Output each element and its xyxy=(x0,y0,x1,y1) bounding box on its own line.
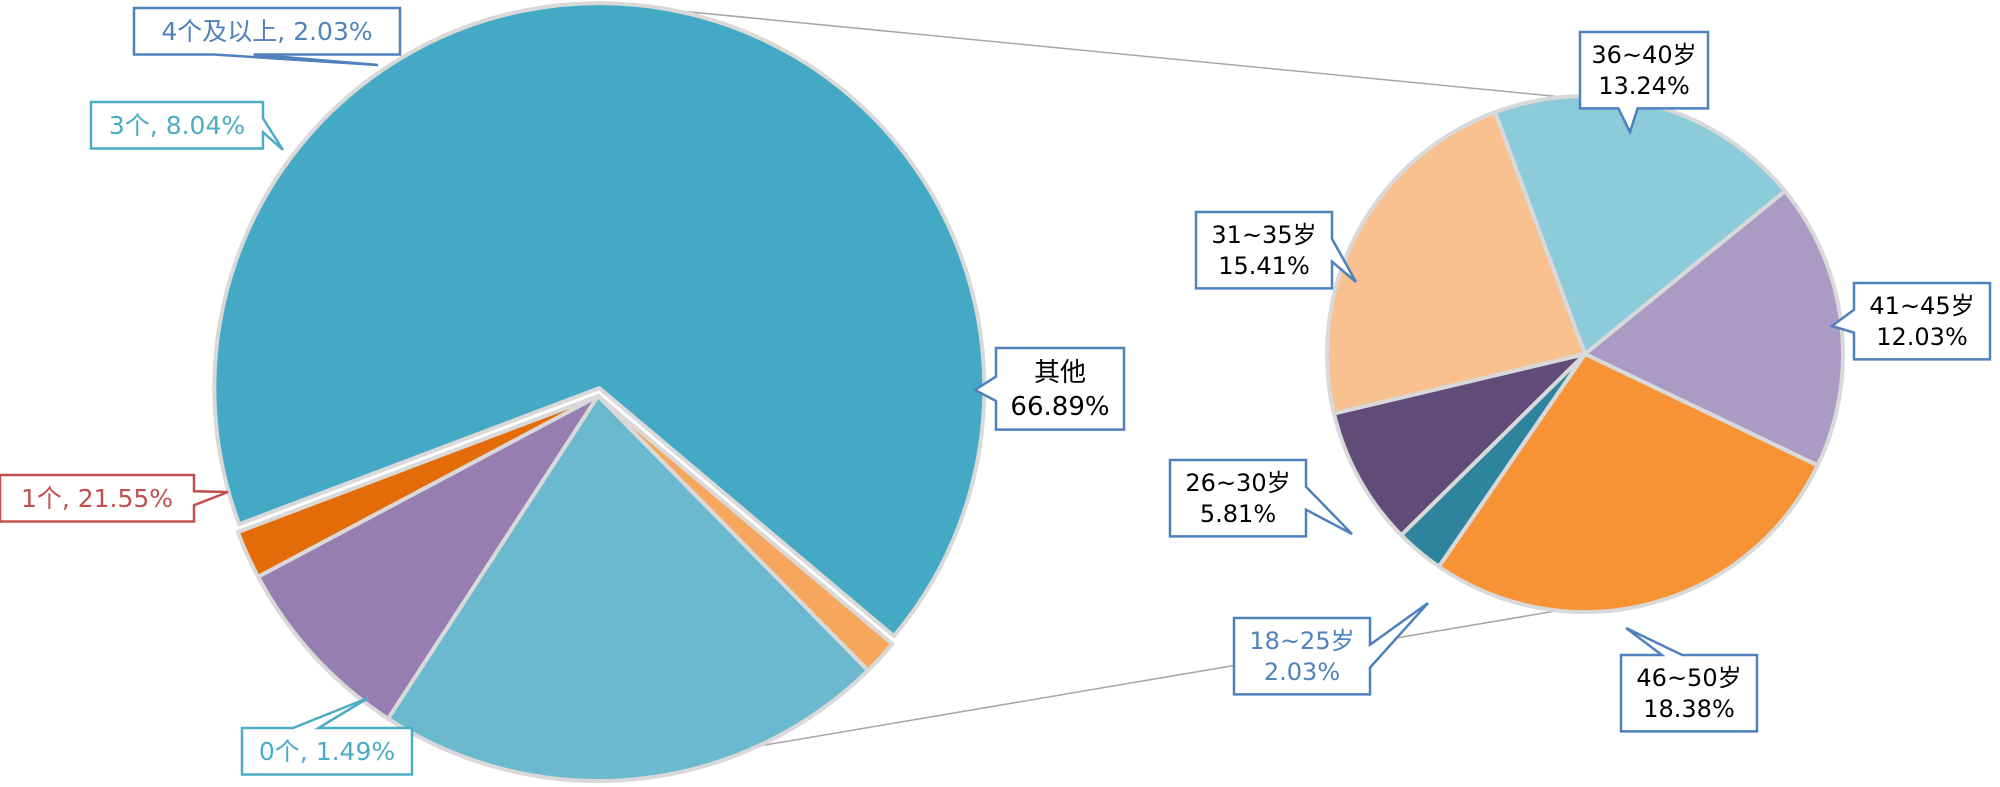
label-age-41-45-text: 41~45岁 xyxy=(1869,292,1974,320)
label-age-36-40-text: 36~40岁 xyxy=(1591,41,1696,69)
label-4-or-more: 4个及以上, 2.03% xyxy=(132,6,402,67)
label-1-child: 1个, 21.55% xyxy=(0,473,229,523)
pie-slice-age-46-50 xyxy=(1436,352,1820,614)
label-other: 其他 66.89% xyxy=(972,346,1126,431)
pie-slice-age-31-35 xyxy=(1325,110,1587,416)
label-age-26-30: 26~30岁 5.81% xyxy=(1168,458,1353,538)
label-age-46-50-text: 18.38% xyxy=(1643,695,1735,723)
connector-line-top xyxy=(599,2,1563,98)
label-age-31-35-text: 15.41% xyxy=(1218,252,1310,280)
label-age-18-25-text: 2.03% xyxy=(1264,658,1340,686)
label-age-41-45: 41~45岁 12.03% xyxy=(1829,281,1992,361)
label-age-41-45-text: 12.03% xyxy=(1876,323,1968,351)
pie-slice-other xyxy=(212,1,987,639)
label-age-46-50: 46~50岁 18.38% xyxy=(1619,626,1759,733)
label-1-child-text: 1个, 21.55% xyxy=(21,484,173,513)
label-4-or-more-text: 4个及以上, 2.03% xyxy=(161,17,372,46)
pie-slice-main-4 xyxy=(235,394,600,579)
label-age-18-25: 18~25岁 2.03% xyxy=(1232,601,1429,696)
pie-slice-main-2 xyxy=(386,394,870,783)
label-age-46-50-text: 46~50岁 xyxy=(1636,664,1741,692)
label-age-31-35-text: 31~35岁 xyxy=(1211,221,1316,249)
pie-slice-main-3 xyxy=(256,394,600,721)
label-other-text: 其他 xyxy=(1034,358,1086,388)
label-age-31-35: 31~35岁 15.41% xyxy=(1194,210,1358,290)
label-3-children-text: 3个, 8.04% xyxy=(109,111,245,140)
label-age-36-40-text: 13.24% xyxy=(1598,72,1690,100)
label-0-children: 0个, 1.49% xyxy=(240,696,414,776)
label-age-18-25-text: 18~25岁 xyxy=(1249,627,1354,655)
label-age-26-30-text: 5.81% xyxy=(1200,500,1276,528)
label-age-26-30-text: 26~30岁 xyxy=(1185,469,1290,497)
label-0-children-text: 0个, 1.49% xyxy=(259,737,395,766)
label-age-36-40: 36~40岁 13.24% xyxy=(1578,30,1710,136)
label-other-text: 66.89% xyxy=(1010,392,1109,422)
label-3-children: 3个, 8.04% xyxy=(89,100,285,151)
